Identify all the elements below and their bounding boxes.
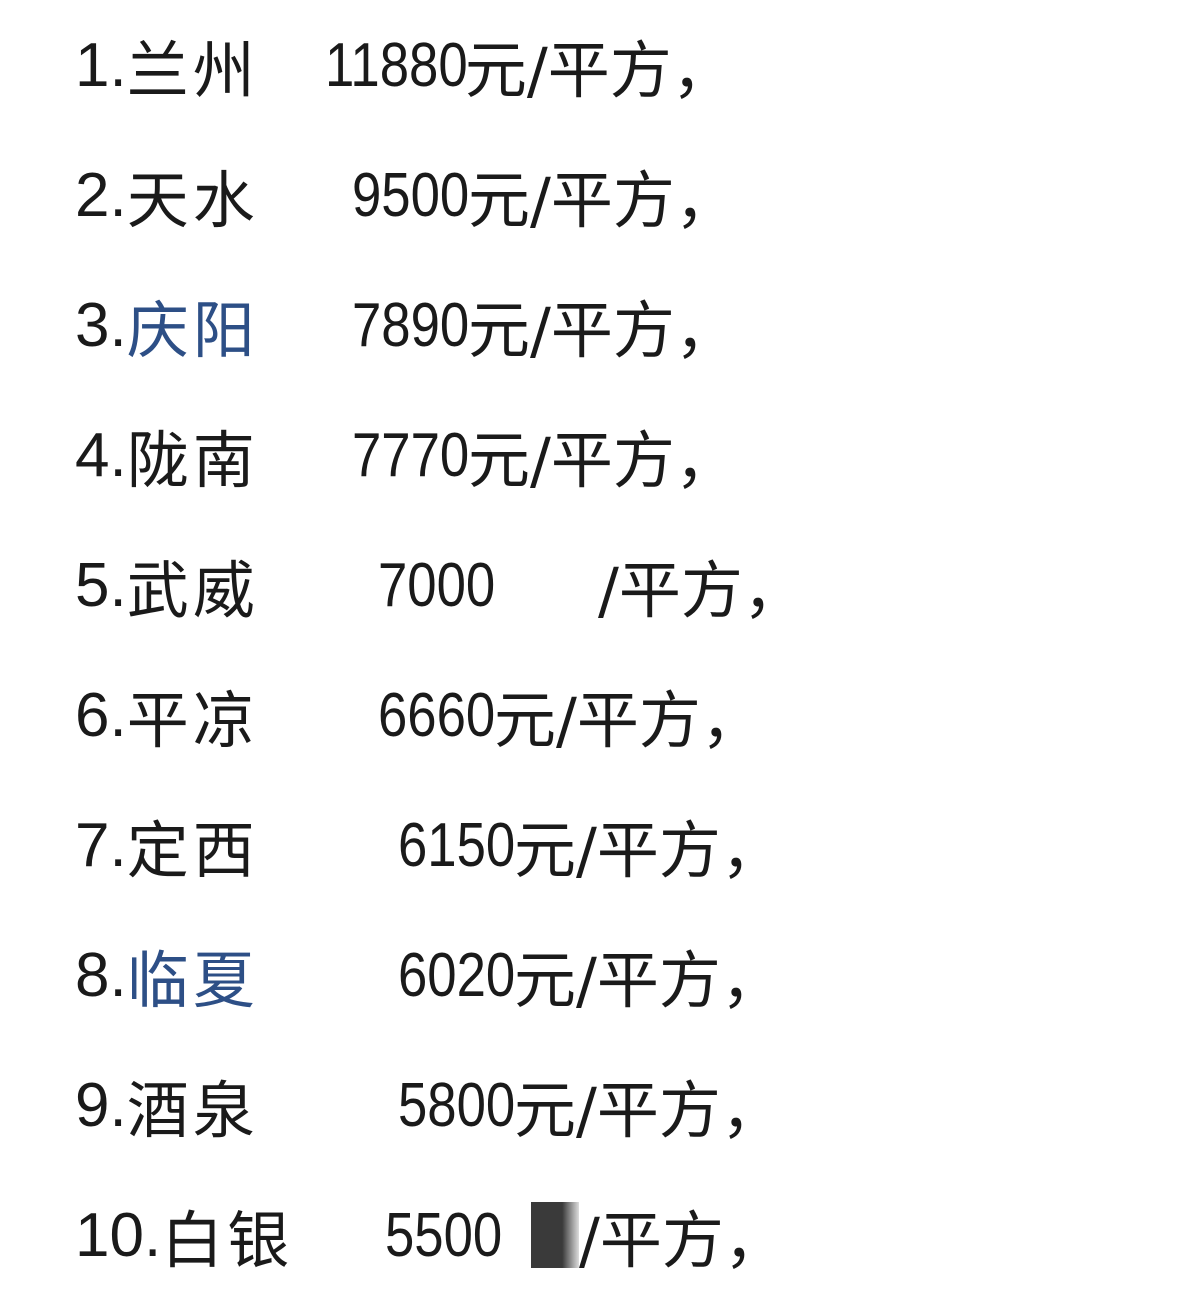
price-value: 6150 [398, 810, 516, 880]
price-unit: 元/平方， [467, 294, 737, 367]
rank: 6. [75, 680, 127, 750]
price-unit: 元/平方， [467, 424, 737, 497]
city-name[interactable]: 临夏 [126, 944, 259, 1017]
price-unit: 元/平方， [464, 34, 734, 107]
city-name: 定西 [126, 814, 259, 887]
city-name: 白银 [161, 1204, 294, 1277]
price-value: 5500 [385, 1200, 503, 1270]
price-value: 7000 [378, 550, 496, 620]
rank: 3. [75, 290, 127, 360]
rank: 4. [75, 420, 127, 490]
price-value: 7770 [352, 420, 470, 490]
rank: 2. [75, 160, 127, 230]
price: 6020 元/平方， [398, 920, 783, 1030]
redaction-block [530, 1202, 579, 1268]
city-name: 天水 [126, 164, 259, 237]
price-value: 6660 [378, 680, 496, 750]
list-item: 6. 平凉 6660 元/平方， [75, 660, 763, 770]
city-name: 酒泉 [126, 1074, 259, 1147]
list-item: 9. 酒泉 5800 元/平方， [75, 1050, 783, 1160]
rank: 1. [75, 30, 127, 100]
price: 5800 元/平方， [398, 1050, 783, 1160]
list-item: 5. 武威 7000/平方， [75, 530, 805, 640]
price-value: 7890 [352, 290, 470, 360]
list-item: 4. 陇南 7770 元/平方， [75, 400, 737, 510]
price: 7000/平方， [378, 530, 805, 640]
price-value: 6020 [398, 940, 516, 1010]
price-unit: 元/平方， [513, 1074, 783, 1147]
list-item: 8. 临夏 6020 元/平方， [75, 920, 783, 1030]
rank: 7. [75, 810, 127, 880]
price-unit: 元/平方， [493, 684, 763, 757]
price: 9500 元/平方， [352, 140, 737, 250]
rank: 9. [75, 1070, 127, 1140]
city-name: 平凉 [126, 684, 259, 757]
price-unit: 元/平方， [467, 164, 737, 237]
list-item: 1. 兰州 11880 元/平方， [75, 10, 734, 120]
price-value: 5800 [398, 1070, 516, 1140]
city-name: 兰州 [126, 34, 259, 107]
price: 11880 元/平方， [325, 10, 734, 120]
price: 5500/平方， [385, 1180, 786, 1290]
price: 7890 元/平方， [352, 270, 737, 380]
price-unit: 元/平方， [513, 944, 783, 1017]
price-unit: /平方， [598, 554, 805, 627]
rank: 10. [75, 1200, 162, 1270]
list-item: 10. 白银 5500/平方， [75, 1180, 786, 1290]
price-value: 11880 [325, 30, 468, 100]
price: 7770 元/平方， [352, 400, 737, 510]
city-name[interactable]: 庆阳 [126, 294, 259, 367]
rank: 5. [75, 550, 127, 620]
price-unit: /平方， [578, 1204, 786, 1277]
rank: 8. [75, 940, 127, 1010]
list-item: 7. 定西 6150 元/平方， [75, 790, 783, 900]
city-name: 陇南 [126, 424, 259, 497]
price: 6150 元/平方， [398, 790, 783, 900]
price-value: 9500 [352, 160, 470, 230]
list-item: 2. 天水 9500 元/平方， [75, 140, 737, 250]
price: 6660 元/平方， [378, 660, 763, 770]
list-item: 3. 庆阳 7890 元/平方， [75, 270, 737, 380]
city-name: 武威 [126, 554, 259, 627]
price-unit: 元/平方， [513, 814, 783, 887]
